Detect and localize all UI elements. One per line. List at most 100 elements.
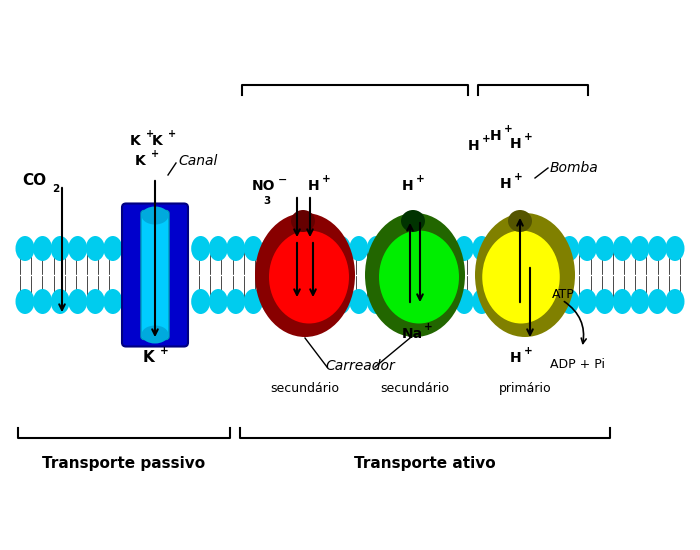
Text: H: H [490, 129, 502, 143]
Text: +: + [416, 174, 425, 184]
Ellipse shape [15, 236, 34, 261]
Ellipse shape [482, 230, 560, 323]
Text: K: K [152, 134, 162, 148]
Ellipse shape [104, 289, 122, 314]
Ellipse shape [560, 289, 579, 314]
Ellipse shape [508, 210, 532, 232]
Ellipse shape [666, 236, 685, 261]
Ellipse shape [191, 289, 210, 314]
Ellipse shape [401, 210, 425, 232]
Bar [15, 238, 685, 312]
Text: primário: primário [498, 382, 552, 395]
Text: +: + [504, 124, 512, 134]
Ellipse shape [261, 236, 281, 261]
Text: +: + [146, 129, 154, 139]
Ellipse shape [349, 289, 368, 314]
Ellipse shape [226, 236, 245, 261]
Ellipse shape [578, 236, 596, 261]
Text: +: + [322, 174, 330, 184]
Text: K: K [143, 350, 155, 365]
Text: ADP + Pi: ADP + Pi [550, 358, 605, 371]
Ellipse shape [244, 236, 263, 261]
Text: Carreador: Carreador [325, 359, 395, 373]
Text: H: H [308, 179, 320, 193]
Ellipse shape [631, 236, 650, 261]
Ellipse shape [104, 236, 122, 261]
Ellipse shape [68, 236, 88, 261]
Text: H: H [500, 177, 512, 191]
Ellipse shape [631, 289, 650, 314]
Text: +: + [424, 322, 433, 332]
Text: K: K [130, 134, 141, 148]
Ellipse shape [455, 289, 474, 314]
Ellipse shape [68, 289, 88, 314]
Text: +: + [514, 172, 523, 182]
Ellipse shape [191, 236, 210, 261]
Text: +: + [168, 129, 176, 139]
Ellipse shape [473, 236, 491, 261]
Ellipse shape [209, 236, 228, 261]
Ellipse shape [367, 236, 386, 261]
Text: H: H [510, 351, 522, 365]
Ellipse shape [226, 289, 245, 314]
Ellipse shape [261, 289, 281, 314]
Text: +: + [482, 134, 491, 144]
Ellipse shape [475, 213, 575, 337]
FancyBboxPatch shape [122, 204, 188, 346]
Ellipse shape [560, 236, 579, 261]
Ellipse shape [33, 236, 52, 261]
Text: ATP: ATP [552, 288, 575, 301]
Ellipse shape [50, 236, 69, 261]
Ellipse shape [595, 236, 614, 261]
Ellipse shape [379, 230, 459, 323]
Ellipse shape [291, 210, 315, 232]
Ellipse shape [209, 289, 228, 314]
Ellipse shape [542, 236, 561, 261]
Text: +: + [151, 149, 159, 159]
Text: +: + [524, 132, 533, 142]
Ellipse shape [255, 213, 355, 337]
Ellipse shape [666, 289, 685, 314]
Text: H: H [510, 137, 522, 151]
FancyArrowPatch shape [564, 301, 586, 343]
Ellipse shape [269, 230, 349, 323]
Text: −: − [278, 175, 288, 185]
Ellipse shape [15, 289, 34, 314]
Ellipse shape [542, 289, 561, 314]
Ellipse shape [86, 289, 105, 314]
Text: Canal: Canal [178, 154, 218, 168]
Text: CO: CO [22, 173, 46, 188]
Ellipse shape [244, 289, 263, 314]
Ellipse shape [648, 236, 667, 261]
Ellipse shape [33, 289, 52, 314]
Ellipse shape [437, 289, 456, 314]
Text: H: H [402, 179, 414, 193]
Ellipse shape [595, 289, 614, 314]
Text: Transporte ativo: Transporte ativo [354, 456, 496, 471]
Text: +: + [524, 346, 533, 356]
Text: secundário: secundário [381, 382, 449, 395]
Ellipse shape [349, 236, 368, 261]
Text: Transporte passivo: Transporte passivo [43, 456, 206, 471]
Ellipse shape [437, 236, 456, 261]
Ellipse shape [332, 289, 351, 314]
Ellipse shape [612, 236, 632, 261]
Ellipse shape [455, 236, 474, 261]
Ellipse shape [365, 213, 465, 337]
Ellipse shape [578, 289, 596, 314]
Ellipse shape [473, 289, 491, 314]
Text: NO: NO [252, 179, 276, 193]
Ellipse shape [50, 289, 69, 314]
Text: 2: 2 [52, 184, 60, 194]
Text: Bomba: Bomba [550, 161, 598, 175]
Text: +: + [160, 346, 169, 356]
Ellipse shape [648, 289, 667, 314]
Ellipse shape [141, 326, 169, 344]
Text: K: K [135, 154, 146, 168]
Text: 3: 3 [263, 196, 270, 206]
FancyBboxPatch shape [141, 211, 169, 339]
Text: H: H [468, 139, 480, 153]
Ellipse shape [332, 236, 351, 261]
Ellipse shape [141, 206, 169, 224]
Ellipse shape [86, 236, 105, 261]
